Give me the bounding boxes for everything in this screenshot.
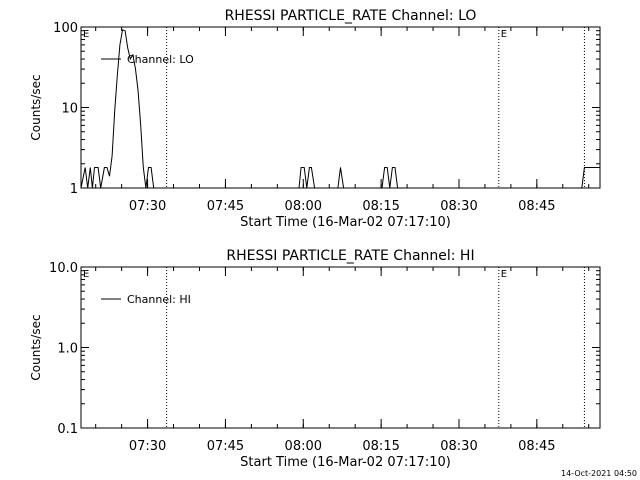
x-axis-label: Start Time (16-Mar-02 07:17:10)	[240, 455, 451, 470]
x-tick-label: 08:15	[362, 199, 399, 214]
chart-title: RHESSI PARTICLE_RATE Channel: LO	[225, 8, 477, 24]
x-tick-label: 07:30	[129, 439, 166, 454]
legend-entry: Channel: HI	[127, 293, 191, 306]
y-axis-label: Counts/sec	[29, 314, 43, 380]
legend-entry: Channel: LO	[127, 53, 194, 66]
plot-frame	[80, 266, 601, 429]
x-tick-label: 08:45	[518, 199, 555, 214]
y-tick-label: 1.0	[57, 342, 78, 357]
y-tick-label: 10.0	[49, 261, 78, 276]
x-tick-label: 08:45	[518, 439, 555, 454]
chart-title: RHESSI PARTICLE_RATE Channel: HI	[226, 248, 474, 264]
x-tick-label: 08:30	[440, 439, 477, 454]
x-tick-label: 08:00	[285, 439, 322, 454]
x-tick-label: 07:30	[129, 199, 166, 214]
marker-label: E	[83, 269, 89, 280]
x-tick-label: 07:45	[207, 439, 244, 454]
plot-frame	[80, 26, 601, 189]
x-tick-label: 08:00	[285, 199, 322, 214]
panel-lo: RHESSI PARTICLE_RATE Channel: LO Start Ti…	[29, 8, 601, 230]
marker-label: E	[83, 29, 89, 40]
panel-hi: RHESSI PARTICLE_RATE Channel: HI Start Ti…	[29, 248, 601, 470]
y-tick-label: 1	[70, 182, 78, 197]
y-tick-label: 0.1	[57, 422, 78, 437]
y-axis-label: Counts/sec	[29, 74, 43, 140]
marker-label: E	[501, 29, 507, 40]
x-tick-label: 08:30	[440, 199, 477, 214]
y-tick-label: 100	[53, 21, 78, 36]
x-tick-label: 07:45	[207, 199, 244, 214]
footer-timestamp: 14-Oct-2021 04:50	[561, 469, 637, 478]
x-axis-label: Start Time (16-Mar-02 07:17:10)	[240, 215, 451, 230]
series-line	[80, 29, 600, 189]
marker-label: E	[501, 269, 507, 280]
y-tick-label: 10	[61, 102, 78, 117]
x-tick-label: 08:15	[362, 439, 399, 454]
